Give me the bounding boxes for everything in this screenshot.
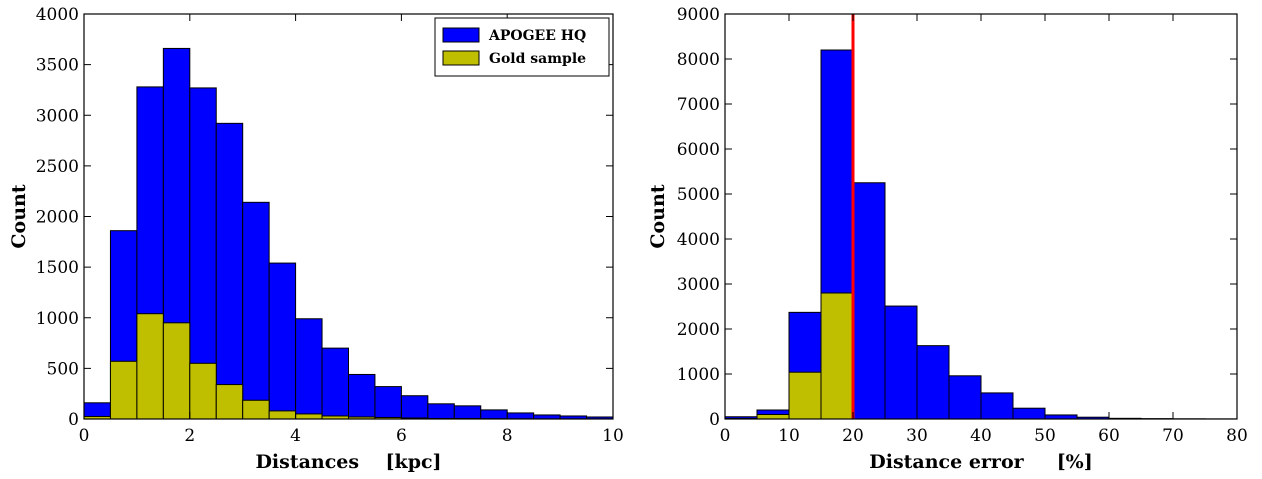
bar-apogee-8	[980, 392, 1014, 420]
bar-apogee-10	[348, 373, 376, 420]
x-axis-label: Distance error [%]	[869, 451, 1092, 473]
y-tick-label: 4000	[677, 230, 720, 250]
bar-apogee-6	[242, 201, 270, 420]
bar-apogee-9	[321, 347, 349, 420]
x-tick-label: 30	[906, 426, 928, 446]
bar-gold-8	[295, 413, 323, 420]
bar-apogee-6	[916, 345, 950, 420]
bar-apogee-5	[215, 122, 244, 420]
x-tick-label: 10	[778, 426, 800, 446]
y-tick-label: 1000	[36, 309, 79, 329]
x-tick-label: 8	[502, 426, 513, 446]
bar-apogee-9	[1012, 407, 1046, 420]
y-tick-label: 0	[709, 410, 720, 430]
bar-apogee-17	[533, 414, 561, 420]
x-tick-label: 0	[79, 426, 90, 446]
x-tick-label: 2	[184, 426, 195, 446]
y-tick-label: 1000	[677, 365, 720, 385]
bar-apogee-5	[884, 305, 918, 420]
bar-apogee-11	[374, 386, 402, 420]
ticks-layer: 0 10 20 30 40 50 60 70 80 0 1000 2000 3000 4000 5000 60…	[677, 5, 1248, 446]
x-tick-label: 50	[1034, 426, 1056, 446]
bar-gold-3	[820, 292, 854, 420]
bar-gold-2	[788, 371, 822, 420]
x-axis-label: Distances [kpc]	[255, 451, 441, 473]
y-axis-label: Count	[647, 184, 669, 248]
bar-gold-7	[268, 410, 297, 420]
y-tick-label: 2000	[36, 208, 79, 228]
y-tick-label: 3000	[677, 275, 720, 295]
bar-apogee-16	[506, 412, 535, 420]
y-tick-label: 2500	[36, 157, 79, 177]
legend-box	[434, 17, 610, 77]
bars-layer	[724, 49, 1238, 420]
y-axis-label: Count	[8, 184, 30, 248]
y-tick-label: 5000	[677, 185, 720, 205]
bar-gold-3	[162, 322, 191, 420]
x-tick-label: 0	[720, 426, 731, 446]
bar-apogee-15	[480, 409, 508, 420]
y-tick-label: 3500	[36, 56, 79, 76]
bar-gold-1	[756, 414, 790, 420]
panel-distances: 0 2 4 6 8 1005001000150020002500300035004000 …	[8, 5, 624, 473]
y-tick-label: 2000	[677, 320, 720, 340]
ticks-layer: 0 2 4 6 8 10 0 500 1000 1500 2000 2500 3000 3500 4000	[36, 5, 624, 446]
x-tick-label: 4	[290, 426, 301, 446]
x-tick-label: 20	[842, 426, 864, 446]
y-tick-label: 8000	[677, 50, 720, 70]
bar-apogee-7	[268, 262, 297, 420]
legend-label-apogee: APOGEE HQ	[488, 28, 586, 44]
bar-apogee-14	[453, 405, 482, 420]
legend-label-gold: Gold sample	[489, 51, 586, 67]
y-tick-label: 1500	[36, 258, 79, 278]
panel-distance-error: 0 10 20 30 40 50 60 70 80 0 1000 2000 3000 4000 5000 60…	[647, 5, 1248, 473]
y-tick-label: 6000	[677, 140, 720, 160]
bar-apogee-8	[295, 318, 323, 420]
x-tick-label: 40	[970, 426, 992, 446]
y-tick-label: 4000	[36, 5, 79, 25]
y-tick-label: 0	[68, 410, 79, 430]
bar-gold-6	[242, 399, 270, 420]
bar-gold-5	[215, 384, 244, 420]
bar-gold-4	[189, 362, 217, 420]
bar-gold-1	[109, 360, 138, 420]
bar-apogee-7	[948, 375, 982, 420]
legend-swatch-gold	[442, 50, 480, 66]
legend-swatch-apogee	[442, 27, 480, 43]
bar-apogee-4	[852, 182, 886, 420]
y-tick-label: 500	[47, 359, 79, 379]
y-tick-label: 9000	[677, 5, 720, 25]
bar-apogee-13	[427, 403, 455, 420]
bar-gold-2	[136, 313, 164, 420]
bars-layer	[83, 47, 614, 420]
x-tick-label: 70	[1162, 426, 1184, 446]
bar-apogee-10	[1044, 414, 1078, 420]
x-tick-label: 60	[1098, 426, 1120, 446]
x-tick-label: 80	[1226, 426, 1248, 446]
y-tick-label: 7000	[677, 95, 720, 115]
y-tick-label: 3000	[36, 106, 79, 126]
bar-apogee-12	[400, 395, 429, 420]
legend: APOGEE HQ Gold sample	[434, 17, 610, 77]
x-tick-label: 6	[396, 426, 407, 446]
x-tick-label: 10	[602, 426, 624, 446]
